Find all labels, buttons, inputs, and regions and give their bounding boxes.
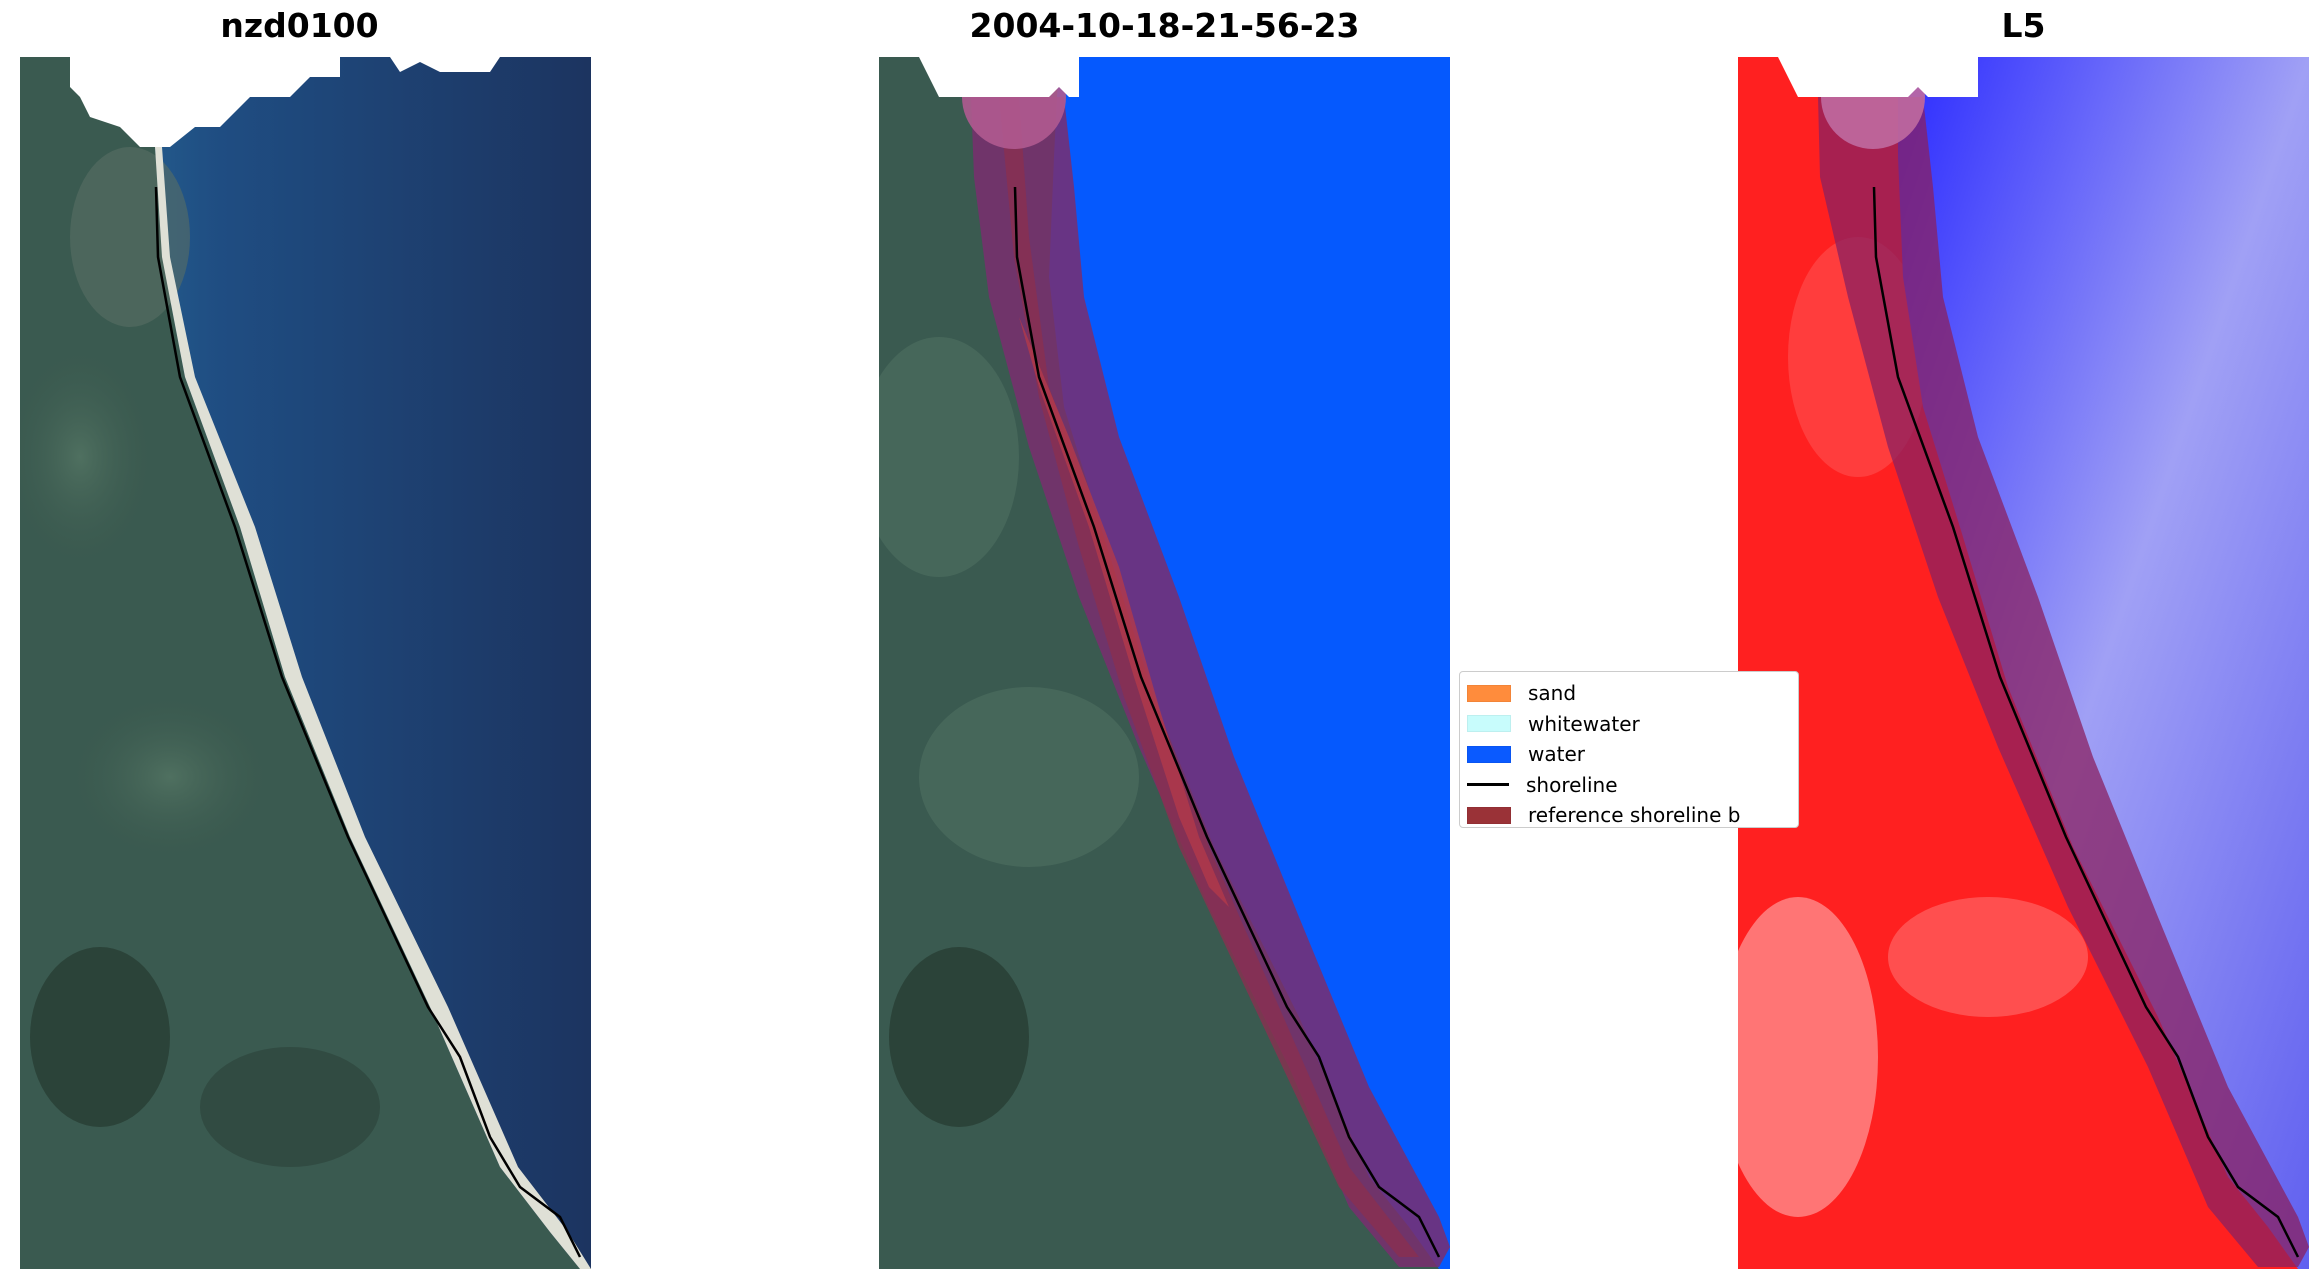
satellite-image-panel bbox=[20, 57, 591, 1269]
legend-label: sand bbox=[1528, 681, 1577, 706]
legend-item: whitewater bbox=[1460, 709, 1798, 740]
legend-item: sand bbox=[1460, 678, 1798, 709]
legend-item: shoreline bbox=[1460, 770, 1798, 801]
panel-title-left: nzd0100 bbox=[220, 6, 379, 45]
satellite-image bbox=[20, 57, 591, 1269]
legend-label: whitewater bbox=[1528, 711, 1640, 736]
panel-title-middle: 2004-10-18-21-56-23 bbox=[969, 6, 1360, 45]
legend-item: reference shoreline b bbox=[1460, 800, 1798, 828]
legend-swatch bbox=[1467, 715, 1511, 733]
classification-panel bbox=[879, 57, 1450, 1269]
legend-swatch bbox=[1467, 745, 1511, 763]
legend-swatch bbox=[1467, 783, 1509, 787]
legend-label: water bbox=[1528, 742, 1585, 767]
legend-swatch bbox=[1467, 684, 1511, 702]
classification-image bbox=[879, 57, 1450, 1269]
legend-label: reference shoreline b bbox=[1528, 803, 1741, 828]
legend-swatch bbox=[1467, 806, 1511, 824]
index-image bbox=[1738, 57, 2309, 1269]
legend-item: water bbox=[1460, 739, 1798, 770]
index-panel bbox=[1738, 57, 2309, 1269]
panel-title-right: L5 bbox=[2001, 6, 2046, 45]
legend: sand whitewater water shoreline reference sh… bbox=[1459, 671, 1799, 828]
legend-label: shoreline bbox=[1526, 772, 1618, 797]
